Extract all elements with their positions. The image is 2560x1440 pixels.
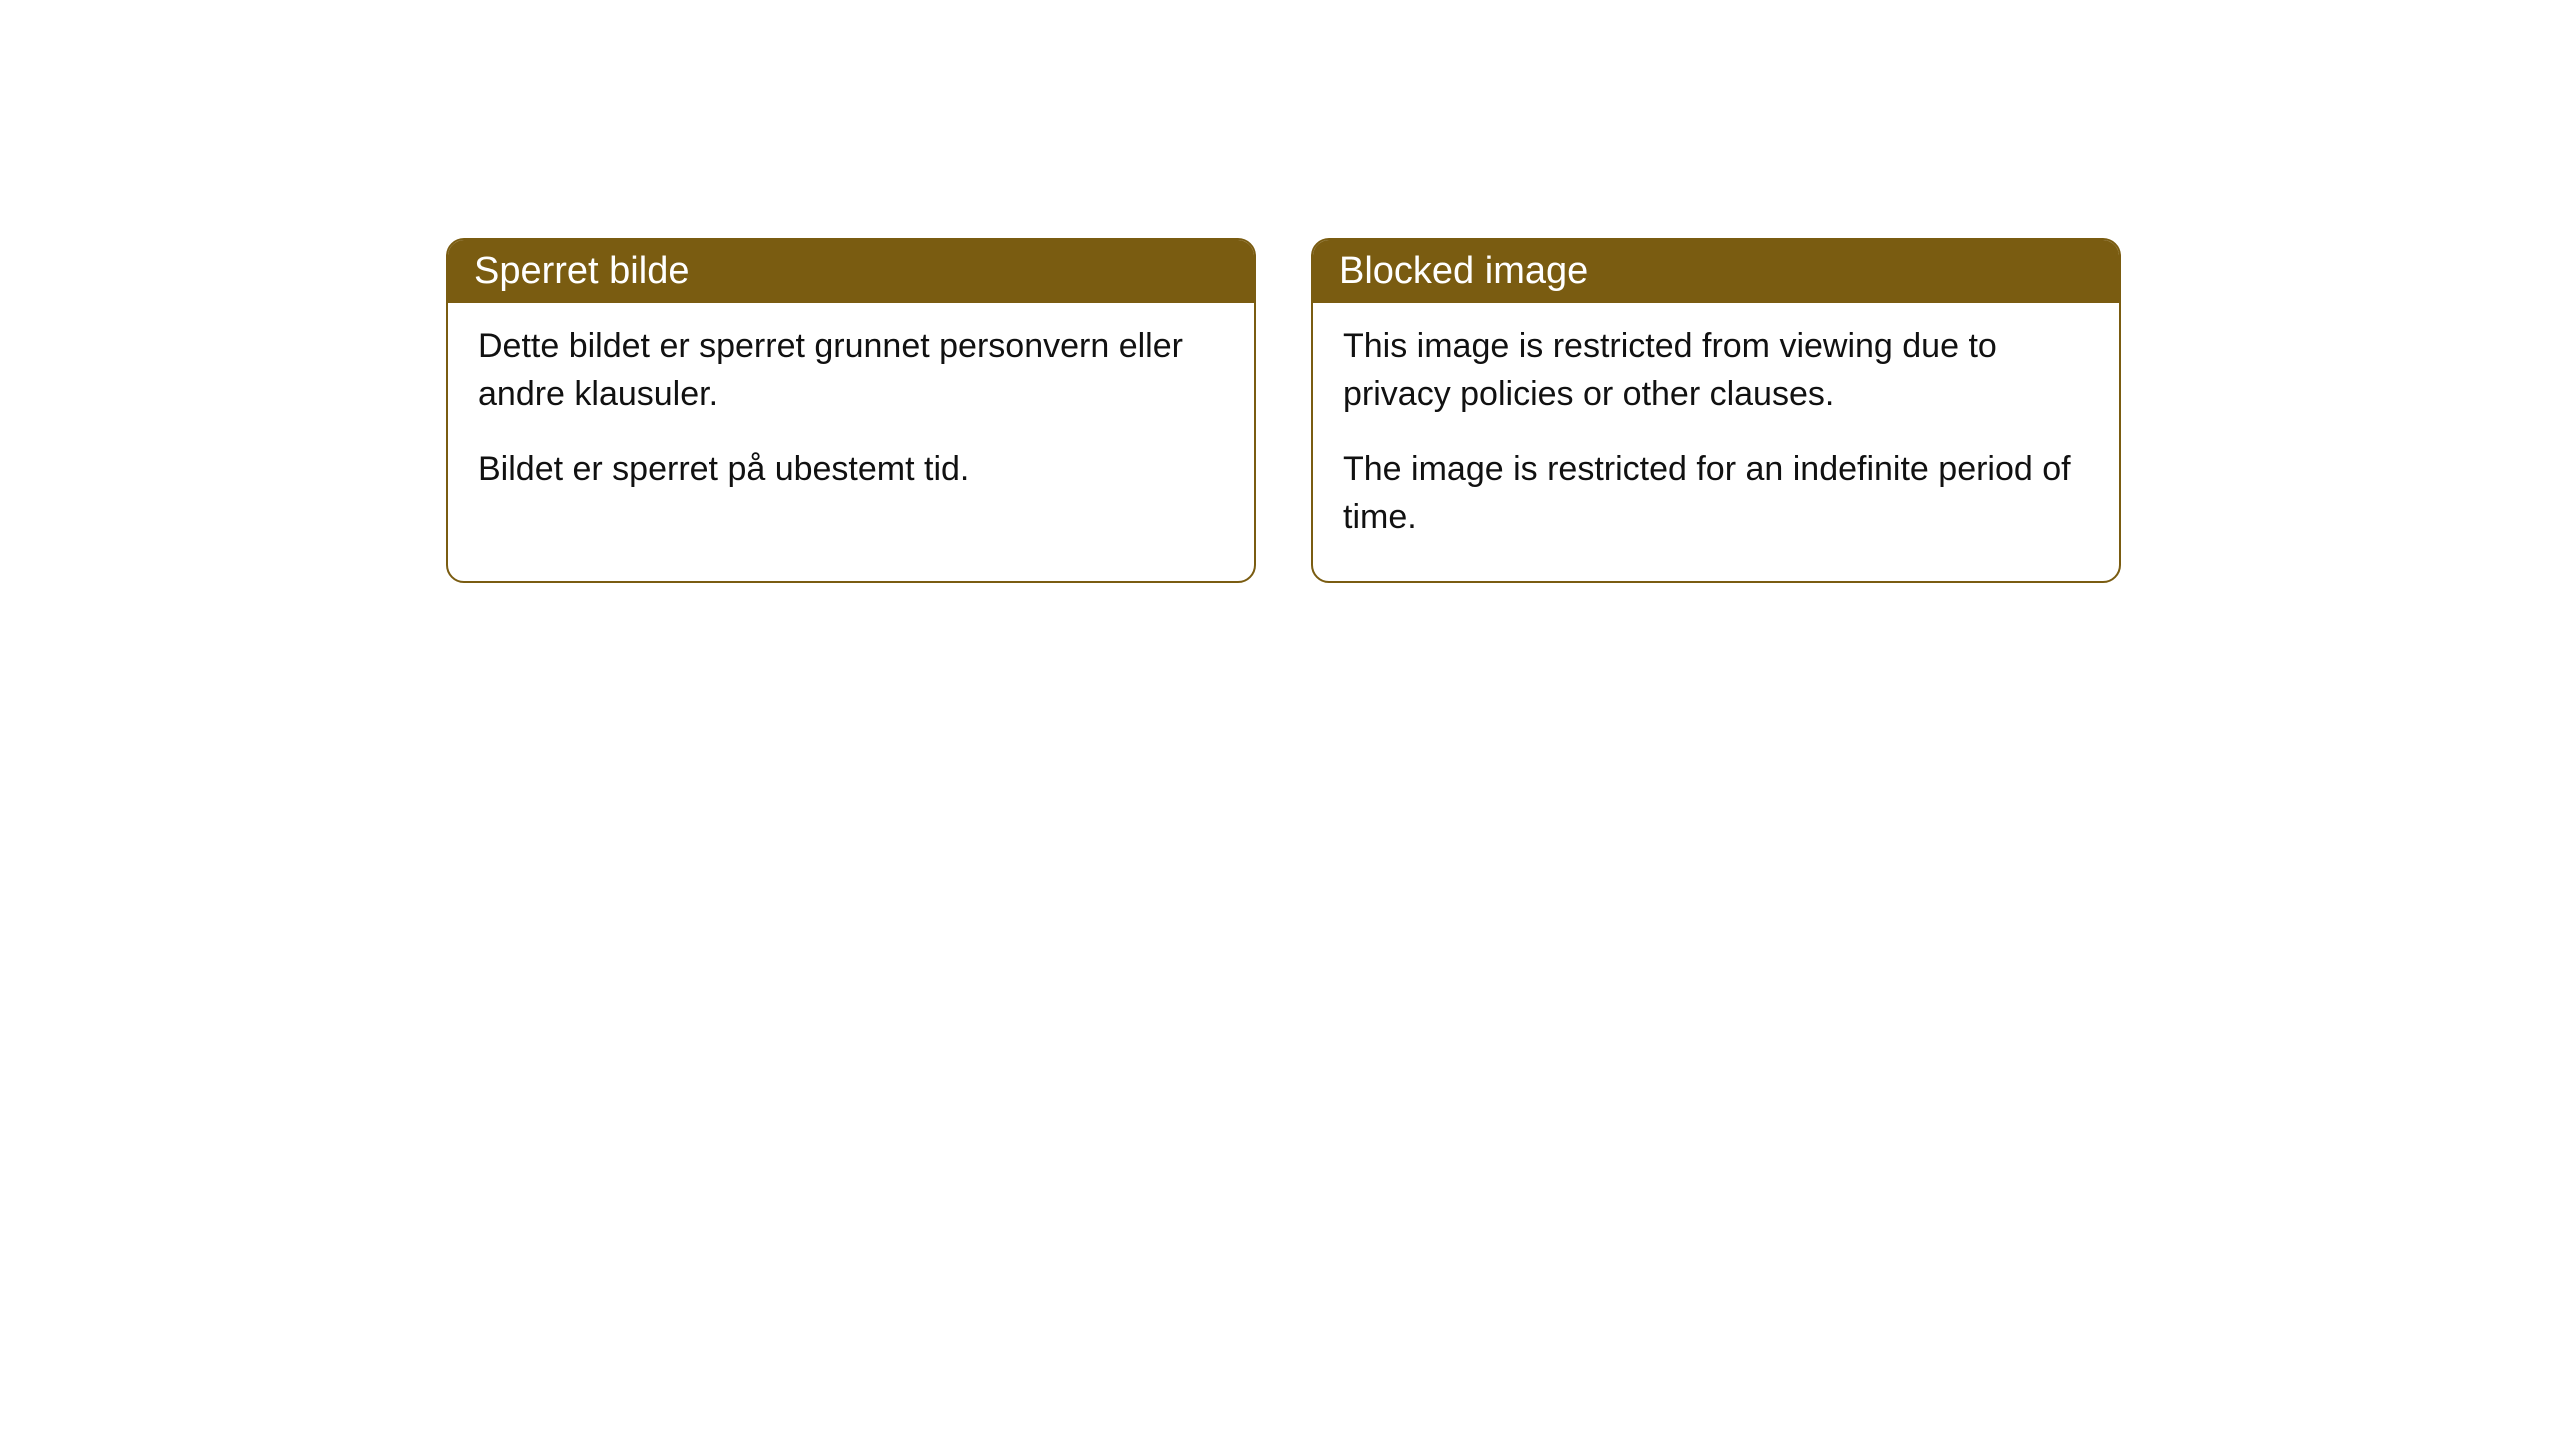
card-paragraph-1-english: This image is restricted from viewing du… xyxy=(1343,323,2089,418)
card-title-english: Blocked image xyxy=(1339,250,1588,292)
card-body-norwegian: Dette bildet er sperret grunnet personve… xyxy=(448,303,1254,534)
card-paragraph-2-english: The image is restricted for an indefinit… xyxy=(1343,446,2089,541)
card-norwegian: Sperret bilde Dette bildet er sperret gr… xyxy=(446,238,1256,583)
card-paragraph-1-norwegian: Dette bildet er sperret grunnet personve… xyxy=(478,323,1224,418)
card-header-norwegian: Sperret bilde xyxy=(448,240,1254,303)
card-title-norwegian: Sperret bilde xyxy=(474,250,689,292)
card-paragraph-2-norwegian: Bildet er sperret på ubestemt tid. xyxy=(478,446,1224,494)
card-body-english: This image is restricted from viewing du… xyxy=(1313,303,2119,581)
cards-container: Sperret bilde Dette bildet er sperret gr… xyxy=(446,238,2121,583)
card-english: Blocked image This image is restricted f… xyxy=(1311,238,2121,583)
card-header-english: Blocked image xyxy=(1313,240,2119,303)
